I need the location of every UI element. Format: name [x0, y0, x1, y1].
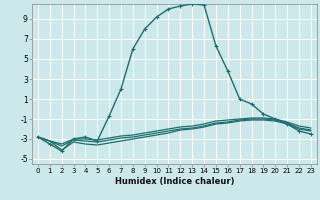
X-axis label: Humidex (Indice chaleur): Humidex (Indice chaleur) [115, 177, 234, 186]
